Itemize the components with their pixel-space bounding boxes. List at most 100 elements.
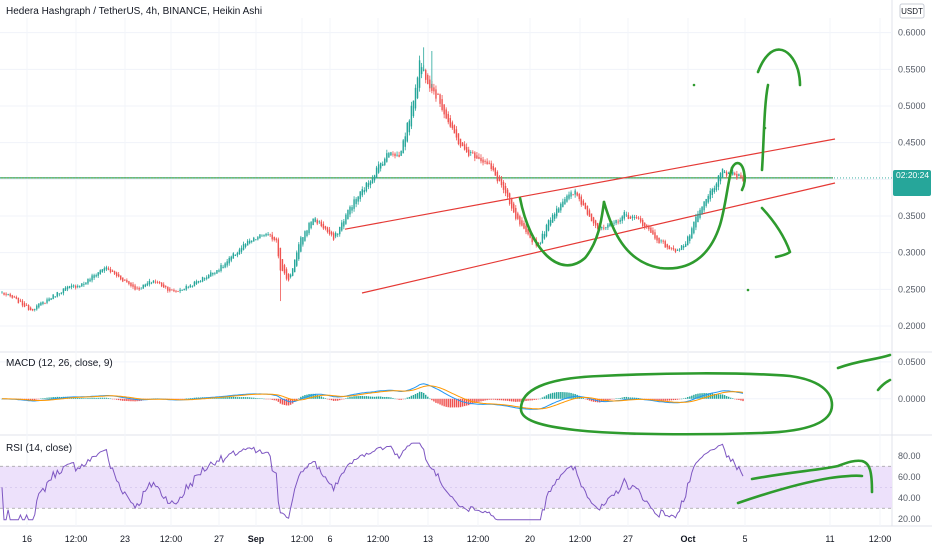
candle-body <box>406 122 409 142</box>
trend-channel[interactable] <box>344 138 836 294</box>
price-tick: 0.6000 <box>898 28 926 38</box>
candle-body <box>736 174 738 179</box>
macd-histogram-bar <box>261 398 263 399</box>
candle-body <box>709 190 711 200</box>
candle-body <box>398 154 400 157</box>
macd-drawings[interactable] <box>519 353 892 436</box>
macd-histogram-bar <box>93 397 95 399</box>
rsi-axis: 80.00 60.00 40.00 20.00 <box>898 451 921 524</box>
macd-histogram-bar <box>560 392 562 399</box>
candle-body <box>684 243 687 247</box>
candle-body <box>400 150 402 156</box>
macd-histogram-bar <box>298 398 300 399</box>
currency-badge[interactable]: USDT <box>899 3 925 19</box>
rsi-tick: 80.00 <box>898 451 921 461</box>
candle-body <box>486 161 488 165</box>
candle-body <box>592 217 595 224</box>
macd-histogram-bar <box>222 397 224 399</box>
candle-body <box>212 272 214 275</box>
macd-histogram-bar <box>449 398 451 408</box>
macd-histogram-bar <box>420 392 423 399</box>
candle-body <box>408 120 411 133</box>
macd-histogram-bar <box>400 398 402 400</box>
macd-histogram-bar <box>547 394 550 399</box>
macd-histogram-bar <box>666 398 668 401</box>
candle-body <box>349 206 351 215</box>
candle-body <box>1 292 3 294</box>
candle-body <box>650 227 652 233</box>
candle-body <box>691 228 693 239</box>
macd-histogram-bar <box>357 396 359 399</box>
macd-histogram-bar <box>543 396 546 399</box>
candle-body <box>54 296 56 298</box>
macd-histogram-bar <box>697 393 699 399</box>
macd-histogram-bar <box>682 398 685 399</box>
candle-body <box>402 140 404 154</box>
macd-histogram-bar <box>703 393 705 399</box>
candle-body <box>388 153 390 158</box>
macd-histogram-bar <box>625 396 628 399</box>
macd-histogram-bar <box>549 393 552 399</box>
candle-body <box>373 175 376 181</box>
hand-drawn-pattern[interactable] <box>518 48 802 292</box>
macd-histogram-bar <box>742 398 744 402</box>
macd-histogram-bar <box>40 398 42 400</box>
channel-lower-line <box>361 182 836 294</box>
drawing-dot <box>763 126 767 130</box>
macd-histogram-bar <box>285 398 288 406</box>
candle-body <box>382 164 384 166</box>
candle-body <box>332 233 335 240</box>
candle-body <box>261 235 263 237</box>
rsi-drawings[interactable] <box>736 459 874 505</box>
candle-body <box>568 194 570 199</box>
macd-histogram-bar <box>517 398 519 402</box>
candle-body <box>99 270 101 275</box>
macd-histogram-bar <box>287 398 290 406</box>
candle-body <box>3 292 5 295</box>
candle-body <box>224 263 226 268</box>
macd-histogram-bar <box>492 398 494 400</box>
candle-body <box>203 278 206 280</box>
candle-body <box>158 282 161 284</box>
macd-histogram-bar <box>732 398 734 399</box>
macd-histogram-bar <box>259 398 261 399</box>
candle-body <box>115 272 118 277</box>
candle-body <box>553 213 556 219</box>
macd-histogram-bar <box>601 398 603 403</box>
candle-body <box>52 294 54 300</box>
main-grid <box>0 18 892 526</box>
drawing-dot <box>746 288 750 292</box>
macd-histogram-bar <box>371 396 374 399</box>
macd-histogram-bar <box>283 398 286 406</box>
macd-histogram-bar <box>296 398 298 401</box>
candle-body <box>128 281 130 285</box>
macd-histogram-bar <box>275 398 278 401</box>
macd-histogram-bar <box>87 398 89 399</box>
macd-histogram-bar <box>562 392 564 399</box>
macd-histogram-bar <box>379 396 382 399</box>
candle-body <box>721 168 724 178</box>
candle-body <box>144 284 147 287</box>
candle-body <box>738 174 740 177</box>
candle-body <box>195 281 198 285</box>
candle-body <box>416 77 419 99</box>
candle-body <box>625 214 628 216</box>
candle-body <box>470 152 472 153</box>
candle-body <box>267 233 269 235</box>
macd-histogram-bar <box>281 398 284 405</box>
candle-body <box>306 230 308 236</box>
candle-body <box>627 214 630 219</box>
candle-body <box>435 89 437 99</box>
candle-body <box>607 224 609 228</box>
rsi-tick: 20.00 <box>898 514 921 524</box>
macd-histogram-bar <box>410 395 413 399</box>
time-axis[interactable]: 16 12:00 23 12:00 27 Sep 12:00 6 12:00 13 12:00 20 1… <box>22 534 891 544</box>
candle-body <box>605 227 607 229</box>
time-tick: Oct <box>680 534 695 544</box>
macd-histogram-bar <box>377 396 380 399</box>
macd-histogram-bar <box>109 398 112 400</box>
time-tick: 5 <box>742 534 747 544</box>
macd-histogram-bar <box>91 397 93 399</box>
macd-stroke-1 <box>836 353 892 370</box>
